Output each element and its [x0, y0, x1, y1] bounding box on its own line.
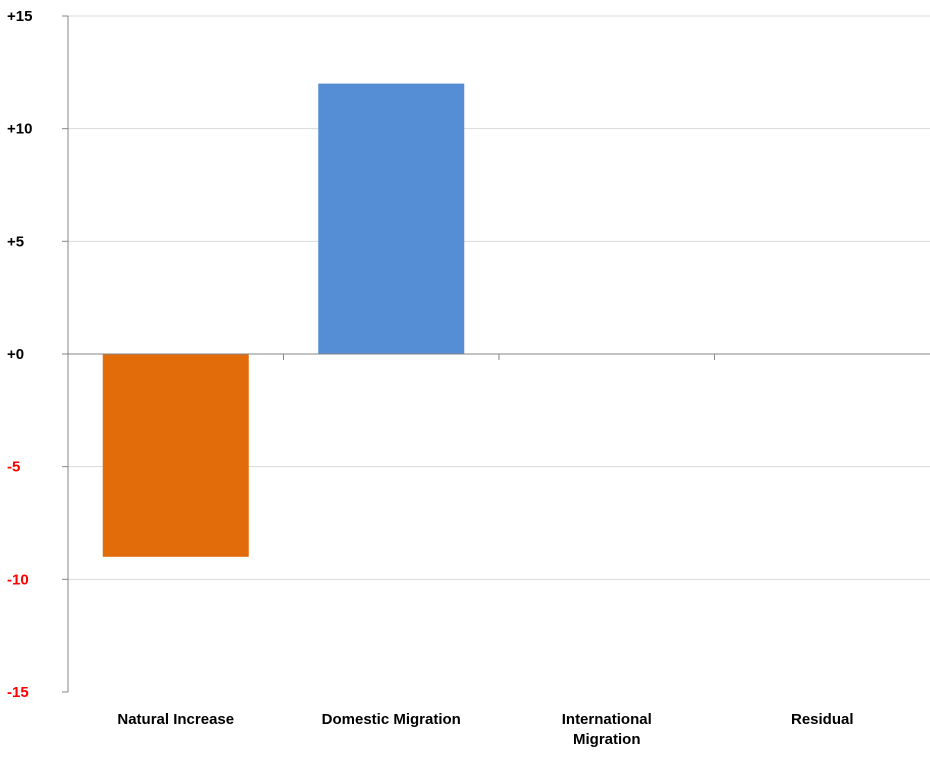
y-tick-label: -15 — [7, 684, 29, 701]
y-tick-label: +15 — [7, 8, 32, 25]
y-tick-label: -10 — [7, 571, 29, 588]
x-category-label-line: Domestic Migration — [322, 711, 461, 728]
x-category-label: International Migration — [562, 711, 652, 748]
bar — [318, 83, 465, 354]
axes — [62, 15, 930, 693]
labels: +15 +10 +5 +0 -5 -10 -15 Natural Increase Domest… — [7, 8, 854, 748]
x-category-label: Residual — [791, 711, 854, 728]
bar — [102, 354, 249, 557]
x-category-label: Domestic Migration — [322, 711, 461, 728]
y-tick-label: +5 — [7, 233, 24, 250]
x-category-label-line: Natural Increase — [117, 711, 234, 728]
x-category-label-line: Migration — [573, 731, 641, 748]
y-tick-label: +10 — [7, 121, 32, 138]
bars — [102, 83, 465, 557]
y-tick-label: -5 — [7, 459, 20, 476]
x-category-label: Natural Increase — [117, 711, 234, 728]
y-tick-label: +0 — [7, 346, 24, 363]
x-category-label-line: International — [562, 711, 652, 728]
x-category-label-line: Residual — [791, 711, 854, 728]
